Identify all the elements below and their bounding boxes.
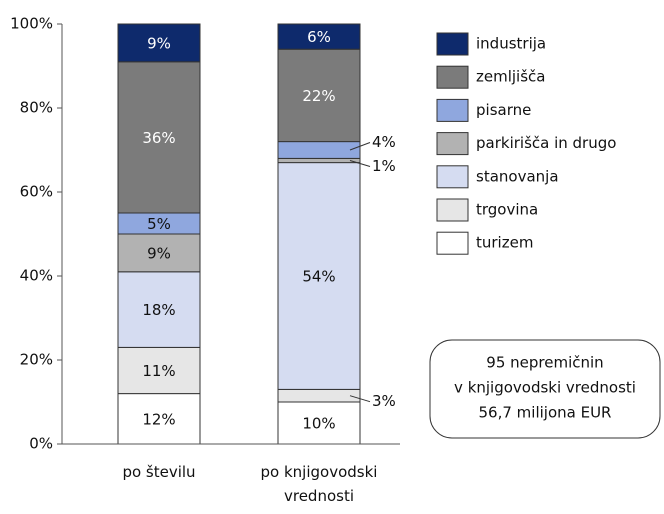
data-label: 6% bbox=[307, 28, 331, 46]
y-tick-label: 0% bbox=[29, 435, 53, 453]
y-tick-label: 60% bbox=[20, 183, 53, 201]
data-label: 22% bbox=[302, 87, 335, 105]
legend-label: pisarne bbox=[476, 101, 531, 119]
bar-segment bbox=[117, 23, 201, 63]
data-label: 18% bbox=[142, 301, 175, 319]
x-tick-label: po knjigovodski vrednosti bbox=[260, 463, 378, 505]
annotation-text: 56,7 milijona EUR bbox=[479, 404, 612, 422]
legend-swatch bbox=[436, 98, 469, 122]
bar-segment bbox=[277, 23, 361, 50]
legend-label: trgovina bbox=[476, 201, 538, 219]
data-label: 36% bbox=[142, 129, 175, 147]
bar-segment bbox=[277, 141, 361, 159]
data-label: 5% bbox=[147, 215, 171, 233]
bar-segment bbox=[277, 162, 361, 390]
legend-swatch bbox=[436, 132, 469, 156]
legend-label: turizem bbox=[476, 234, 533, 252]
data-label: 11% bbox=[142, 362, 175, 380]
bar-segment bbox=[117, 346, 201, 395]
bar-segment bbox=[277, 157, 361, 164]
legend-label: zemljišča bbox=[476, 68, 545, 86]
legend-label: industrija bbox=[476, 35, 546, 53]
legend-label: stanovanja bbox=[476, 167, 559, 185]
leader-line bbox=[349, 395, 371, 403]
data-label: 1% bbox=[372, 157, 396, 175]
legend-swatch bbox=[436, 231, 469, 255]
legend-swatch bbox=[436, 32, 469, 56]
data-label: 4% bbox=[372, 133, 396, 151]
y-tick-label: 100% bbox=[10, 15, 53, 33]
bar-segment bbox=[277, 48, 361, 143]
legend-swatch bbox=[436, 65, 469, 89]
legend-swatch bbox=[436, 165, 469, 189]
y-tick-label: 80% bbox=[20, 99, 53, 117]
y-tick-label: 40% bbox=[20, 267, 53, 285]
legend-label: parkirišča in drugo bbox=[476, 134, 616, 152]
bar-segment bbox=[277, 401, 361, 445]
data-label: 10% bbox=[302, 415, 335, 433]
leader-line bbox=[349, 142, 371, 151]
y-tick-label: 20% bbox=[20, 351, 53, 369]
bar-segment bbox=[117, 61, 201, 214]
data-label: 9% bbox=[147, 244, 171, 262]
bar-segment bbox=[117, 271, 201, 348]
bar-segment bbox=[117, 233, 201, 273]
annotation-box bbox=[429, 339, 661, 439]
data-label: 9% bbox=[147, 34, 171, 52]
data-label: 54% bbox=[302, 268, 335, 286]
annotation-text: 95 nepremičnin bbox=[486, 354, 603, 372]
leader-line bbox=[349, 160, 371, 167]
x-tick-label: po številu bbox=[122, 463, 196, 481]
data-label: 12% bbox=[142, 410, 175, 428]
bar-segment bbox=[277, 388, 361, 403]
annotation-text: v knjigovodski vrednosti bbox=[454, 379, 636, 397]
data-label: 3% bbox=[372, 392, 396, 410]
legend-swatch bbox=[436, 198, 469, 222]
